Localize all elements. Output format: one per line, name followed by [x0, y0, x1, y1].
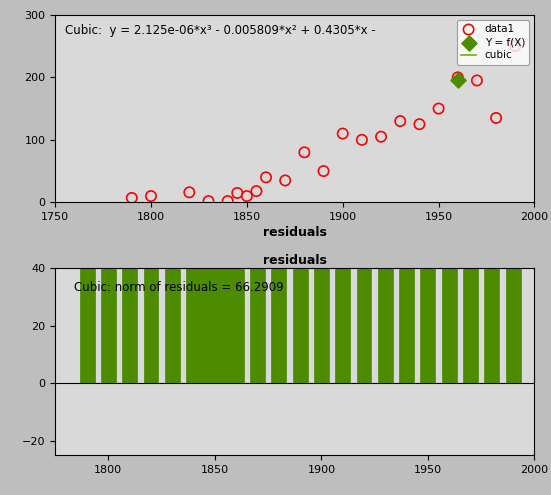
data1	[396, 117, 404, 125]
Bar	[356, 0, 371, 383]
X-axis label: residuals: residuals	[263, 226, 327, 239]
data1	[415, 120, 424, 128]
data1	[242, 192, 251, 200]
Bar	[335, 0, 350, 383]
data1	[358, 136, 366, 144]
Bar	[314, 0, 329, 383]
Bar	[463, 0, 478, 383]
Bar	[197, 0, 212, 383]
Bar	[143, 0, 159, 383]
data1	[262, 173, 271, 181]
Bar	[79, 0, 95, 383]
data1	[453, 73, 462, 81]
data1	[223, 197, 232, 205]
Bar	[122, 0, 137, 383]
Bar	[420, 0, 435, 383]
Bar	[165, 0, 180, 383]
Bar	[378, 0, 393, 383]
data1	[252, 187, 261, 195]
data1	[233, 189, 242, 197]
Bar	[229, 0, 244, 383]
data1	[204, 197, 213, 205]
Bar	[250, 0, 265, 383]
data1	[377, 133, 386, 141]
Title: residuals: residuals	[263, 254, 327, 267]
Legend: data1, Y = f(X), cubic: data1, Y = f(X), cubic	[457, 20, 530, 65]
data1	[338, 130, 347, 138]
data1	[319, 167, 328, 175]
data1	[127, 194, 136, 202]
Text: Cubic: norm of residuals = 66.2909: Cubic: norm of residuals = 66.2909	[74, 281, 284, 294]
data1	[434, 104, 443, 112]
Bar	[271, 0, 287, 383]
Bar	[506, 0, 521, 383]
Bar	[218, 0, 233, 383]
Y = f(X)	[453, 77, 462, 85]
Bar	[293, 0, 307, 383]
data1	[166, 204, 175, 212]
data1	[281, 177, 290, 185]
data1	[491, 114, 500, 122]
data1	[473, 77, 482, 85]
data1	[300, 148, 309, 156]
Bar	[186, 0, 201, 383]
data1	[511, 42, 520, 50]
Bar	[484, 0, 499, 383]
Bar	[101, 0, 116, 383]
data1	[185, 189, 194, 197]
Bar	[399, 0, 414, 383]
data1	[147, 192, 155, 200]
Text: Cubic:  y = 2.125e-06*x³ - 0.005809*x² + 0.4305*x -: Cubic: y = 2.125e-06*x³ - 0.005809*x² + …	[64, 24, 375, 37]
Bar	[442, 0, 457, 383]
Bar	[207, 0, 223, 383]
